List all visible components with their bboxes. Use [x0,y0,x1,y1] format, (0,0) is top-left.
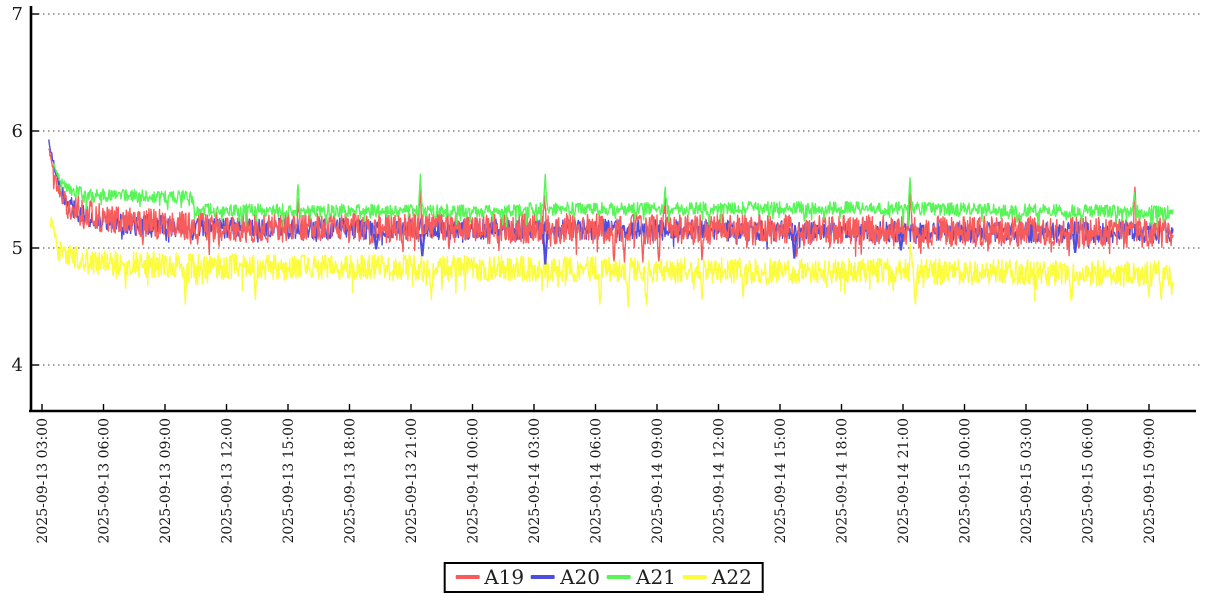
svg-text:7: 7 [12,4,23,25]
svg-text:2025-09-14 09:00: 2025-09-14 09:00 [650,418,666,544]
legend-line-yellow [682,575,707,579]
svg-text:2025-09-14 21:00: 2025-09-14 21:00 [896,418,912,544]
svg-text:2025-09-14 03:00: 2025-09-14 03:00 [527,418,543,544]
svg-text:2025-09-15 00:00: 2025-09-15 00:00 [958,418,974,544]
series-a20-dip [419,233,426,257]
series-a22 [49,216,1174,308]
svg-text:2025-09-15 06:00: 2025-09-15 06:00 [1081,418,1097,544]
legend-entry-a22: A22 [682,565,752,589]
svg-text:2025-09-14 18:00: 2025-09-14 18:00 [835,418,851,544]
svg-text:2025-09-14 00:00: 2025-09-14 00:00 [466,418,482,544]
svg-text:2025-09-13 12:00: 2025-09-13 12:00 [220,418,236,544]
legend-label: A22 [711,565,752,589]
svg-text:2025-09-14 06:00: 2025-09-14 06:00 [589,418,605,544]
series-a20-dip [542,233,549,265]
legend-label: A20 [560,565,600,589]
svg-text:2025-09-13 15:00: 2025-09-13 15:00 [281,418,297,544]
legend-line-red [455,575,480,579]
legend-entry-a21: A21 [607,567,676,587]
chart-legend: A19 A20 A21 A22 [443,562,764,593]
svg-text:2025-09-15 03:00: 2025-09-15 03:00 [1019,418,1035,544]
legend-line-green [607,575,631,579]
svg-text:2025-09-15 09:00: 2025-09-15 09:00 [1142,418,1158,544]
series-a20-dip [373,233,380,250]
svg-text:2025-09-13 03:00: 2025-09-13 03:00 [35,418,51,544]
legend-entry-a20: A20 [531,567,600,587]
svg-text:2025-09-13 06:00: 2025-09-13 06:00 [97,418,113,544]
series-a20-dip [791,233,798,259]
svg-text:5: 5 [12,238,23,259]
series-a20-dip [1072,233,1079,253]
svg-text:2025-09-13 18:00: 2025-09-13 18:00 [343,418,359,544]
legend-entry-a19: A19 [455,567,524,587]
legend-label: A19 [484,565,525,589]
svg-text:2025-09-13 21:00: 2025-09-13 21:00 [404,418,420,544]
svg-text:6: 6 [12,121,23,142]
legend-line-blue [531,575,556,579]
svg-text:2025-09-13 09:00: 2025-09-13 09:00 [158,418,174,544]
svg-text:2025-09-14 15:00: 2025-09-14 15:00 [773,418,789,544]
series-a20-dip [897,233,905,251]
legend-label: A21 [636,565,676,589]
svg-text:4: 4 [12,355,23,376]
svg-text:2025-09-14 12:00: 2025-09-14 12:00 [712,418,728,544]
series-a21 [52,163,1174,228]
series-a19 [48,147,1174,263]
